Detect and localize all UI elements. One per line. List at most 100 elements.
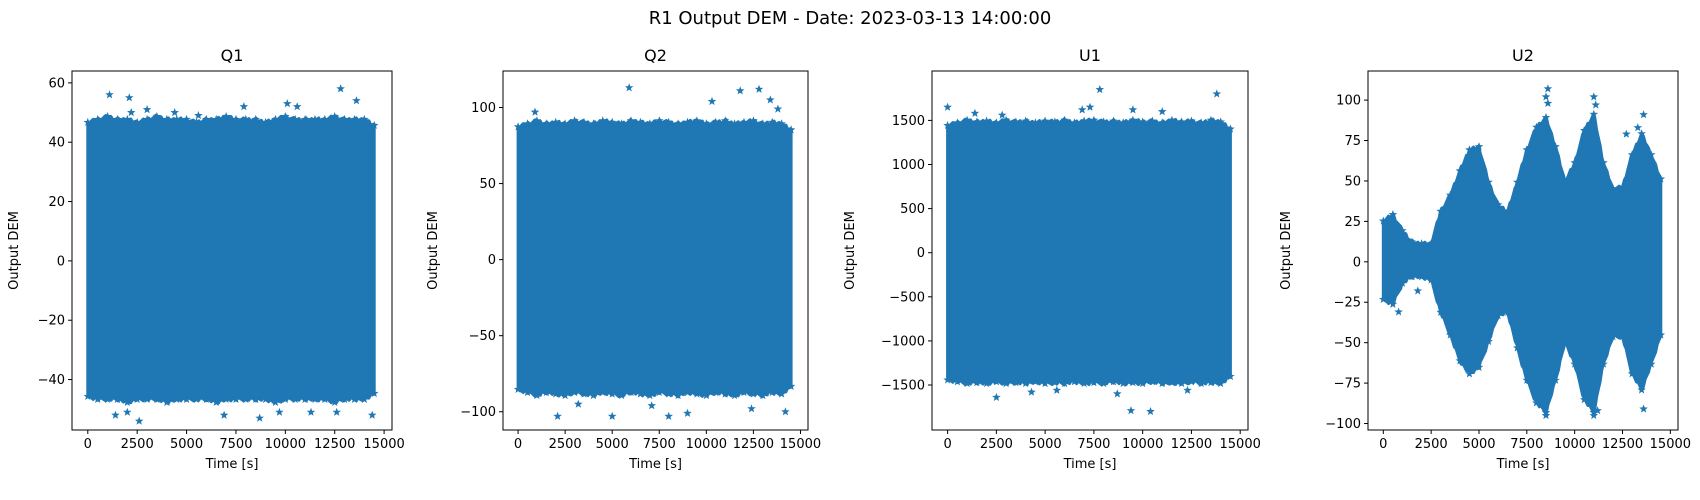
data-point xyxy=(241,394,251,403)
data-point xyxy=(982,116,991,125)
data-point xyxy=(560,119,570,128)
data-point xyxy=(1148,377,1157,386)
panel-title: U2 xyxy=(1512,46,1534,65)
outlier-point xyxy=(134,416,144,425)
data-point xyxy=(1637,129,1646,138)
outlier-point xyxy=(970,108,980,117)
data-point xyxy=(172,394,181,403)
x-tick-label: 15000 xyxy=(1220,437,1261,452)
data-point xyxy=(645,391,655,400)
x-tick-label: 0 xyxy=(514,437,522,452)
data-point xyxy=(953,377,962,386)
data-point xyxy=(1532,122,1541,131)
outlier-point xyxy=(332,407,341,416)
data-point xyxy=(300,114,310,124)
x-tick-label: 10000 xyxy=(686,437,727,452)
data-point xyxy=(1050,378,1060,387)
data-point xyxy=(103,394,112,403)
data-point xyxy=(962,379,972,388)
data-point xyxy=(589,391,598,400)
outlier-point xyxy=(1095,85,1104,94)
x-tick-label: 5000 xyxy=(1462,437,1495,452)
data-point xyxy=(720,116,730,125)
data-point xyxy=(1206,115,1216,124)
data-point xyxy=(1474,362,1484,371)
data-point xyxy=(1079,116,1089,125)
data-point xyxy=(589,119,598,128)
data-point xyxy=(626,116,636,125)
data-point xyxy=(261,117,270,126)
outlier-point xyxy=(735,86,745,95)
outlier-point xyxy=(943,102,952,111)
data-point xyxy=(664,117,673,126)
data-point xyxy=(113,394,122,403)
data-point xyxy=(570,116,579,125)
data-point xyxy=(607,117,617,126)
panel-title: U1 xyxy=(1079,46,1101,65)
data-point xyxy=(683,117,692,126)
x-tick-label: 15000 xyxy=(780,437,821,452)
outlier-point xyxy=(781,407,790,416)
x-tick-label: 2500 xyxy=(980,437,1013,452)
data-point xyxy=(221,112,231,121)
outlier-point xyxy=(142,105,152,114)
y-tick-label: 40 xyxy=(48,136,65,151)
data-point xyxy=(1522,375,1532,384)
data-point xyxy=(1070,118,1079,127)
data-point xyxy=(369,388,379,398)
data-point xyxy=(350,394,359,403)
data-point xyxy=(673,391,683,400)
data-band xyxy=(516,117,793,399)
data-point xyxy=(142,394,152,403)
axes-frame xyxy=(931,70,1249,431)
data-point xyxy=(1138,117,1147,126)
data-point xyxy=(1446,330,1455,339)
y-tick-label: 50 xyxy=(479,177,496,192)
data-point xyxy=(767,117,777,126)
outlier-point xyxy=(1027,387,1036,396)
x-tick-label: 12500 xyxy=(1602,437,1643,452)
data-point xyxy=(182,394,191,403)
outlier-point xyxy=(1541,410,1551,420)
x-axis-label: Time [s] xyxy=(1063,457,1117,472)
data-point xyxy=(711,387,720,397)
data-point xyxy=(1001,115,1011,124)
x-tick-label: 5000 xyxy=(170,437,203,452)
data-point xyxy=(83,117,93,126)
data-point xyxy=(1493,311,1503,320)
data-point xyxy=(1465,369,1474,378)
data-point xyxy=(1011,378,1021,387)
y-axis-label: Output DEM xyxy=(1279,211,1294,290)
y-tick-label: 100 xyxy=(1336,94,1361,109)
outlier-point xyxy=(125,93,134,102)
outlier-point xyxy=(123,407,132,416)
outlier-point xyxy=(170,108,179,117)
y-tick-label: 0 xyxy=(1353,255,1361,270)
data-point xyxy=(1656,330,1666,339)
outlier-point xyxy=(1212,89,1222,98)
data-point xyxy=(758,391,768,400)
data-point xyxy=(1099,117,1108,126)
data-point xyxy=(360,114,369,124)
data-point xyxy=(1407,272,1417,281)
data-point xyxy=(1560,177,1570,186)
data-point xyxy=(982,379,991,388)
data-point xyxy=(152,112,162,121)
outlier-point xyxy=(275,407,284,416)
data-point xyxy=(1177,117,1186,126)
data-point xyxy=(1128,115,1138,124)
outlier-point xyxy=(683,408,692,417)
data-point xyxy=(532,391,542,400)
data-point xyxy=(1388,210,1398,219)
data-point xyxy=(1426,239,1436,248)
data-point xyxy=(702,391,711,400)
data-point xyxy=(231,394,241,403)
outlier-point xyxy=(1633,123,1643,132)
data-point xyxy=(281,112,290,121)
data-band xyxy=(86,113,376,405)
data-point xyxy=(1089,378,1099,387)
data-point xyxy=(1379,216,1388,225)
data-point xyxy=(162,397,172,406)
data-point xyxy=(93,394,102,403)
data-point xyxy=(1187,116,1196,125)
